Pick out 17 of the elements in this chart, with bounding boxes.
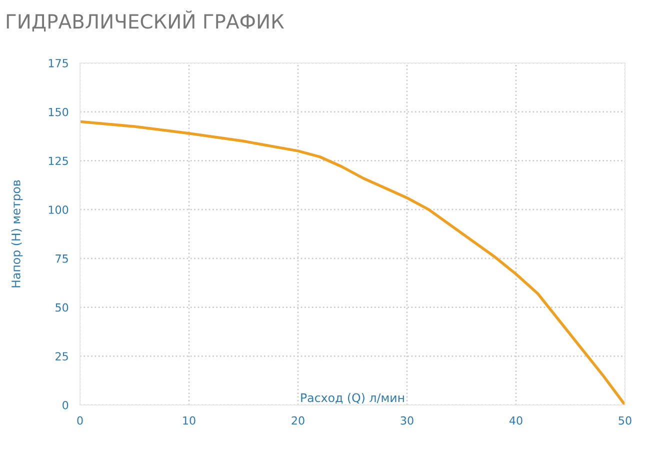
- y-tick-label: 0: [62, 400, 68, 410]
- y-tick-label: 175: [48, 59, 68, 68]
- y-tick-label: 125: [48, 156, 68, 166]
- x-tick-label: 10: [183, 416, 196, 425]
- x-tick-label: 40: [509, 416, 522, 425]
- y-tick-label: 50: [56, 303, 68, 312]
- y-tick-label: 100: [48, 206, 68, 214]
- x-axis-title: Расход (Q) л/мин: [301, 393, 404, 404]
- x-tick-label: 50: [618, 416, 632, 425]
- y-tick-label: 75: [56, 254, 68, 263]
- x-tick-label: 30: [400, 416, 414, 425]
- y-tick-label: 25: [56, 352, 68, 361]
- y-tick-label: 150: [48, 108, 68, 116]
- x-tick-label: 0: [77, 416, 83, 425]
- y-axis-title: Напор (H) метров: [11, 180, 23, 288]
- chart-title: ГИДРАВЛИЧЕСКИЙ ГРАФИК: [6, 10, 284, 32]
- x-tick-label: 20: [292, 416, 304, 425]
